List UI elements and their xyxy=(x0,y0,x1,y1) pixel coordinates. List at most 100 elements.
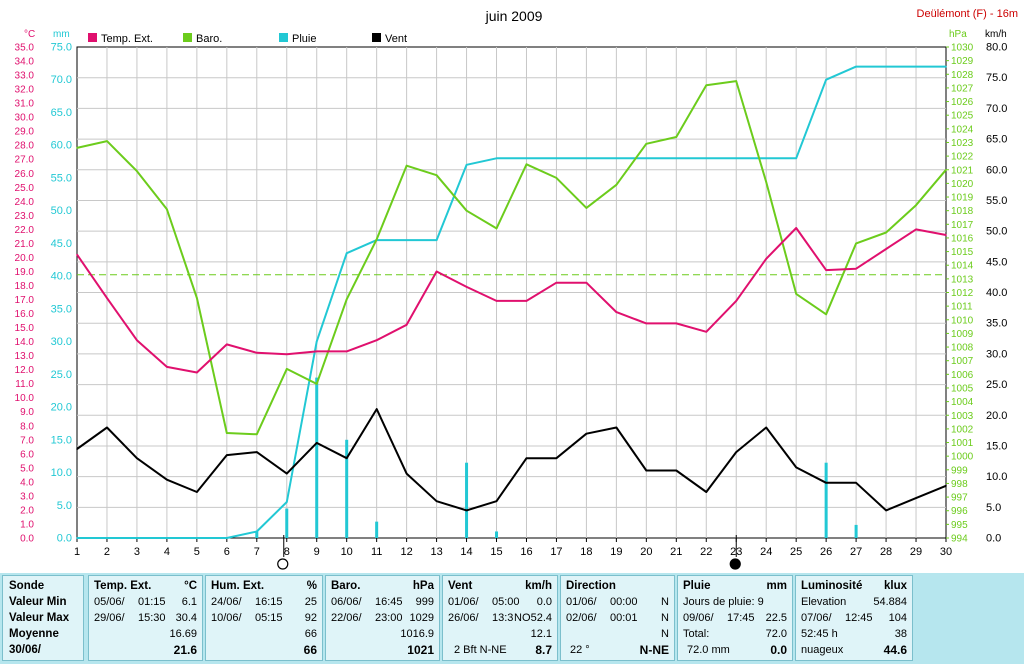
baro-line-point xyxy=(136,170,138,172)
temp-line-point xyxy=(315,350,318,353)
rain-cumulative-line-point xyxy=(166,537,168,539)
x-tick-label: 21 xyxy=(670,546,682,558)
temp-min: 6.1 xyxy=(181,596,197,608)
wind-unit-label: km/h xyxy=(525,580,552,592)
wind-title: Vent xyxy=(448,580,473,592)
baro-line-point xyxy=(405,164,408,167)
baro-tick-label: 1009 xyxy=(951,329,974,340)
baro-tick-label: 1000 xyxy=(951,452,974,463)
rain-tick-label: 0.0 xyxy=(57,533,72,545)
wind-line-point xyxy=(136,457,138,460)
legend-swatch-wind xyxy=(372,33,381,42)
panel-labels: Sonde Valeur Min Valeur Max Moyenne 30/0… xyxy=(2,575,84,661)
baro-max-date: 22/06/ xyxy=(331,612,362,624)
baro-tick-label: 1002 xyxy=(951,424,974,435)
baro-unit-label: hPa xyxy=(412,580,434,592)
baro-line-point xyxy=(765,181,768,183)
wind-line-point xyxy=(735,451,738,453)
baro-line-point xyxy=(855,242,857,245)
baro-min-date: 06/06/ xyxy=(331,596,362,608)
rain-max: 22.5 xyxy=(765,612,787,624)
baro-line-point xyxy=(735,80,738,82)
new-moon-icon xyxy=(729,558,741,570)
row-label-max: Valeur Max xyxy=(9,612,70,624)
wind-line-point xyxy=(555,457,558,460)
temp-title: Temp. Ext. xyxy=(94,580,152,592)
x-tick-label: 10 xyxy=(341,546,353,558)
wind-min-date: 01/06/ xyxy=(448,596,479,608)
temp-tick-label: 13.0 xyxy=(15,351,35,362)
wind-tick-label: 55.0 xyxy=(986,195,1007,207)
baro-line-point xyxy=(76,147,78,149)
x-tick-label: 22 xyxy=(700,546,712,558)
temp-line-point xyxy=(765,258,768,260)
temp-line-point xyxy=(196,371,198,374)
wind-line-point xyxy=(645,469,648,472)
wind-tick-label: 65.0 xyxy=(986,134,1007,146)
temp-tick-label: 35.0 xyxy=(15,43,35,54)
temp-line-point xyxy=(106,297,108,299)
baro-tick-label: 1012 xyxy=(951,288,974,299)
x-tick-label: 7 xyxy=(254,546,260,558)
lum-elev: 54.884 xyxy=(873,596,907,608)
temp-line-point xyxy=(855,267,857,270)
hum-max-date: 10/06/ xyxy=(211,612,242,624)
temp-tick-label: 9.0 xyxy=(20,407,34,418)
baro-tick-label: 1022 xyxy=(951,152,974,163)
panel-wind: Vent km/h 01/06/05:00 0.0 26/06/13:3 NO 52.4… xyxy=(442,575,558,661)
baro-tick-label: 1008 xyxy=(951,343,974,354)
baro-tick-label: 1024 xyxy=(951,124,974,135)
dir-min-time: 00:00 xyxy=(610,596,638,608)
temp-tick-label: 16.0 xyxy=(15,309,35,320)
rain-cumulative-line-point xyxy=(196,537,198,539)
wind-tick-label: 0.0 xyxy=(986,533,1001,545)
station-label: Deülémont (F) - 16m xyxy=(917,8,1018,20)
legend-rain: Pluie xyxy=(292,33,316,45)
temp-line-point xyxy=(375,339,378,341)
x-tick-label: 29 xyxy=(910,546,922,558)
baro-tick-label: 1026 xyxy=(951,97,974,108)
wind-line xyxy=(76,408,947,512)
rain-cumulative-line-point xyxy=(765,157,768,160)
rain-title: Pluie xyxy=(683,580,711,592)
panel-direction: Direction 01/06/00:00 N 02/06/00:01 N N 22… xyxy=(560,575,675,661)
baro-line-point xyxy=(645,143,648,145)
x-tick-label: 24 xyxy=(760,546,772,558)
rain-unit: mm xyxy=(53,29,70,40)
hum-mean: 66 xyxy=(304,628,317,640)
rain-cumulative-line-point xyxy=(106,537,108,539)
wind-line-point xyxy=(196,491,198,493)
temp-tick-label: 28.0 xyxy=(15,141,35,152)
baro-min: 999 xyxy=(415,596,434,608)
rain-unit-label: mm xyxy=(766,580,787,592)
baro-tick-label: 1007 xyxy=(951,356,974,367)
temp-unit: °C xyxy=(24,29,35,40)
baro-tick-label: 1004 xyxy=(951,397,974,408)
temp-line-point xyxy=(76,253,78,256)
daily-rain-bar xyxy=(854,524,858,538)
rain-cumulative-line xyxy=(77,65,946,539)
x-tick-label: 12 xyxy=(400,546,412,558)
wind-tick-label: 60.0 xyxy=(986,164,1007,176)
panel-rain: Pluie mm Jours de pluie: 9 09/06/17:45 22.… xyxy=(677,575,793,661)
baro-tick-label: 1025 xyxy=(951,111,974,122)
temp-max-time: 15:30 xyxy=(138,612,166,624)
rain-cumulative-line-point xyxy=(435,239,438,241)
rain-cumulative-line-point xyxy=(76,537,78,539)
dir-min: N xyxy=(661,596,669,608)
x-tick-label: 25 xyxy=(790,546,802,558)
temp-line-point xyxy=(585,281,588,284)
wind-min-time: 05:00 xyxy=(492,596,520,608)
baro-max-time: 23:00 xyxy=(375,612,403,624)
wind-mean: 12.1 xyxy=(530,628,552,640)
rain-cumulative-line-point xyxy=(645,157,648,160)
rain-tick-label: 65.0 xyxy=(51,107,72,119)
temp-line-point xyxy=(555,281,558,284)
daily-rain-bar xyxy=(495,531,499,538)
wind-tick-label: 15.0 xyxy=(986,440,1007,452)
lum-hours-val: 38 xyxy=(894,628,907,640)
baro-current: 1021 xyxy=(407,643,434,657)
baro-mean: 1016.9 xyxy=(400,628,434,640)
rain-cumulative-line-point xyxy=(585,157,588,160)
baro-tick-label: 1023 xyxy=(951,138,974,149)
